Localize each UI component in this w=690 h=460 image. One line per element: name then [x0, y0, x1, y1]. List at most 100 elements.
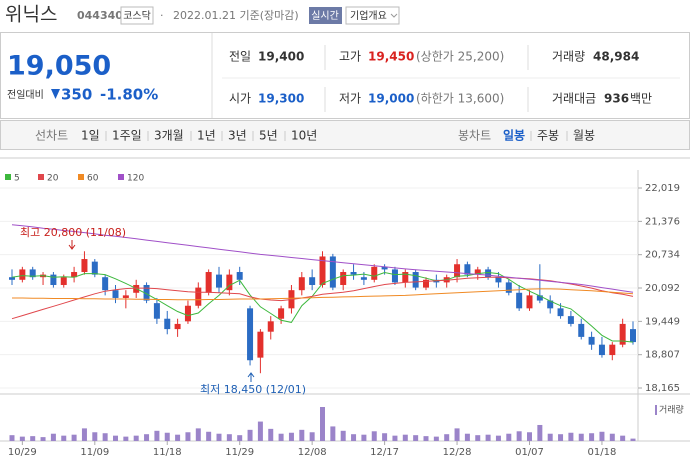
period-tab[interactable]: 3년 — [228, 129, 247, 143]
volume-bar — [19, 436, 25, 441]
period-tab[interactable]: 5년 — [259, 129, 278, 143]
volume-bar — [154, 430, 160, 441]
legend-label: 20 — [47, 174, 59, 184]
candle-body — [81, 259, 88, 273]
candle-body — [340, 272, 347, 285]
period-tab[interactable]: 1년 — [197, 129, 216, 143]
volume-bar — [516, 431, 522, 441]
stat-note: (상한가 25,200) — [416, 50, 504, 64]
volume-bar — [237, 435, 243, 441]
candle-body — [474, 269, 481, 275]
volume-bar — [599, 431, 605, 441]
volume-bar — [506, 433, 512, 441]
volume-bar — [50, 433, 56, 441]
legend-label: 5 — [14, 174, 20, 184]
legend-swatch — [118, 174, 124, 180]
volume-bar — [578, 433, 584, 441]
realtime-label[interactable]: 실시간 — [311, 10, 339, 22]
candle-body — [112, 290, 119, 298]
candle-body — [19, 269, 26, 280]
moving-average-line — [11, 271, 634, 343]
volume-bar — [392, 435, 398, 441]
candle-body — [619, 323, 626, 345]
candle-body — [267, 321, 274, 332]
volume-bar — [257, 421, 263, 441]
candle-body — [350, 272, 357, 275]
tab-bar — [0, 120, 690, 150]
period-tab[interactable]: 1주일 — [112, 129, 142, 143]
volume-bar — [9, 435, 15, 441]
volume-bar — [71, 434, 77, 441]
y-tick-label: 20,734 — [645, 250, 680, 261]
volume-bar — [464, 433, 470, 441]
annotation-low: 최저 18,450 (12/01) — [200, 383, 306, 396]
x-tick-label: 12/08 — [298, 447, 327, 458]
candle-body — [205, 272, 212, 293]
stat-label: 거래량 — [552, 50, 585, 64]
candle-body — [195, 287, 202, 306]
candle-body — [402, 272, 409, 283]
y-tick-label: 20,092 — [645, 283, 680, 294]
stock-name: 위닉스 — [5, 4, 57, 26]
candle-body — [278, 308, 285, 319]
chart: 22,019 21,376 20,734 20,092 19,449 18,807 18,1… — [0, 174, 684, 458]
candle-body — [598, 344, 605, 356]
candle-body — [505, 282, 512, 293]
date: · — [160, 9, 164, 22]
stat-value: 936 — [604, 92, 629, 106]
y-tick-label: 21,376 — [645, 216, 680, 227]
company-info-button[interactable] — [345, 6, 400, 25]
candle-body — [464, 264, 471, 275]
candle-body — [391, 269, 398, 283]
candle-body — [184, 305, 191, 322]
volume-label: 거래량 — [659, 404, 684, 416]
volume-bar — [309, 432, 315, 441]
volume-bar — [216, 433, 222, 441]
volume-bar — [485, 434, 491, 441]
stat-unit: 백만 — [630, 92, 652, 106]
realtime-badge[interactable] — [309, 7, 342, 24]
annotation-arrow — [247, 372, 255, 382]
company-info-label[interactable]: 기업개요 — [350, 9, 387, 22]
candle-body — [29, 269, 36, 278]
quote-box — [0, 32, 690, 119]
candle-body — [298, 277, 305, 291]
candle-body — [91, 261, 98, 275]
period-tab[interactable]: 10년 — [291, 129, 317, 143]
stat-value: 19,400 — [258, 50, 304, 64]
period-tab[interactable]: 1일 — [81, 129, 100, 143]
candle-body — [423, 279, 429, 288]
candle-body — [247, 308, 254, 361]
y-tick-label: 18,807 — [645, 350, 680, 361]
tab-group-label: 봉차트 — [458, 129, 491, 143]
volume-bar — [609, 433, 615, 441]
volume-bar — [102, 433, 108, 441]
change: 350 — [61, 86, 92, 104]
candle-tab[interactable]: 일봉 — [503, 129, 525, 143]
volume-bar — [123, 436, 129, 441]
volume-bar — [402, 434, 408, 441]
candle-body — [174, 323, 181, 330]
candle-body — [71, 272, 78, 278]
stat-label: 시가 — [229, 92, 251, 106]
candle-body — [536, 295, 543, 301]
x-tick-label: 11/29 — [225, 447, 254, 458]
stat-value: 19,450 — [368, 50, 414, 64]
candle-tab[interactable]: 월봉 — [573, 129, 595, 143]
volume-bar — [568, 432, 574, 441]
volume-bar — [175, 434, 181, 441]
volume-bar — [247, 429, 253, 441]
candle-tab[interactable]: 주봉 — [537, 129, 559, 143]
stat-label: 전일 — [229, 50, 251, 64]
volume-bar — [620, 435, 626, 441]
legend-label: 120 — [127, 174, 144, 184]
candle-body — [216, 274, 222, 288]
period-tab[interactable]: 3개월 — [154, 129, 184, 143]
volume-bar — [30, 436, 36, 441]
market-badge — [120, 6, 154, 25]
volume-bar — [351, 434, 357, 441]
candle-body — [485, 269, 492, 278]
date: 2022.01.21 기준(장마감) — [173, 9, 299, 22]
candle-body — [122, 295, 129, 298]
